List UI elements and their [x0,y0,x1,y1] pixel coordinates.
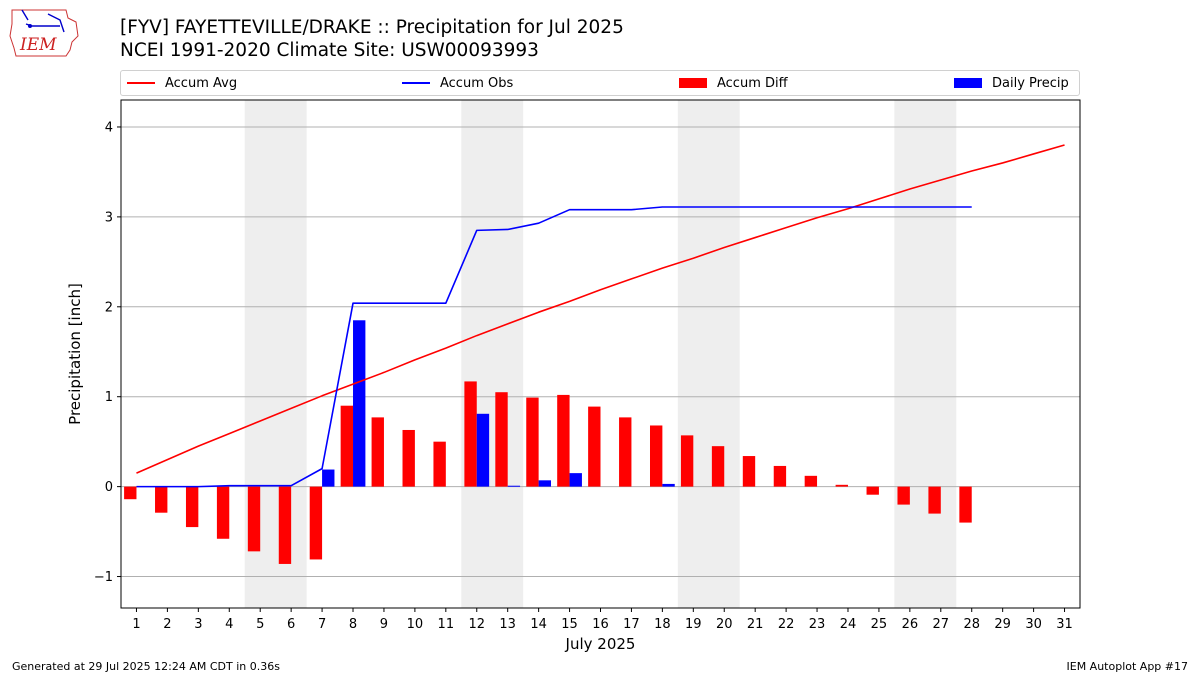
accum-diff-bar [155,486,168,513]
weekend-shade [677,100,740,608]
accum-diff-bar [433,441,446,487]
x-tick-label: 30 [1025,617,1042,632]
daily-precip-bar [322,469,335,487]
legend-label-daily-precip: Daily Precip [992,75,1069,91]
accum-diff-bar [619,417,632,487]
legend-label-accum-diff: Accum Diff [717,75,788,91]
x-tick-label: 14 [530,617,547,632]
footer-generated: Generated at 29 Jul 2025 12:24 AM CDT in… [12,660,280,673]
legend-swatch-accum-obs [402,82,430,84]
legend-swatch-accum-diff [679,78,707,88]
daily-precip-bar [476,413,490,487]
x-tick-label: 19 [685,617,702,632]
x-tick-label: 29 [994,617,1011,632]
y-axis-title: Precipitation [inch] [66,283,84,425]
legend: Accum Avg Accum Obs Accum Diff Daily Pre… [120,70,1080,96]
daily-precip-bar [538,480,552,487]
daily-precip-bar [662,483,675,487]
x-tick-label: 12 [468,617,485,632]
accum-diff-bar [928,486,941,514]
x-tick-label: 1 [132,617,140,632]
accum-diff-bar [866,486,879,495]
x-tick-label: 7 [318,617,326,632]
footer-app: IEM Autoplot App #17 [1066,660,1189,673]
accum-diff-bar [247,486,261,552]
accum-diff-bar [278,486,292,564]
legend-item-accum-diff: Accum Diff [679,71,788,95]
legend-item-accum-obs: Accum Obs [402,71,513,95]
accum-diff-bar [680,435,694,487]
y-tick-label: 2 [105,300,113,315]
x-tick-label: 5 [256,617,264,632]
accum-diff-bar [711,446,725,487]
accum-obs-line [136,206,972,488]
x-tick-label: 26 [902,617,919,632]
accum-diff-bar [649,425,663,487]
weekend-shade [461,100,524,608]
x-tick-label: 11 [438,617,455,632]
accum-diff-bar [588,406,601,487]
y-tick-label: 0 [105,480,113,495]
legend-item-daily-precip: Daily Precip [954,71,1069,95]
y-tick-label: 3 [105,210,113,225]
accum-diff-bar [309,486,323,560]
y-tick-label: 1 [105,390,113,405]
legend-label-accum-obs: Accum Obs [440,75,514,91]
accum-diff-bar [804,475,818,487]
accum-diff-bar [959,486,972,523]
x-tick-label: 13 [499,617,516,632]
accum-diff-bar [742,456,756,487]
x-axis-title: July 2025 [565,635,636,653]
x-tick-label: 24 [840,617,857,632]
x-tick-label: 10 [407,617,424,632]
x-tick-label: 22 [778,617,795,632]
x-tick-label: 21 [747,617,764,632]
accum-diff-bar [526,397,539,487]
x-tick-label: 2 [163,617,171,632]
x-tick-label: 16 [592,617,609,632]
x-tick-label: 9 [380,617,388,632]
accum-diff-bar [124,486,137,500]
x-tick-label: 25 [871,617,888,632]
accum-diff-bar [495,392,508,487]
accum-diff-bar [371,417,384,487]
accum-diff-bar [557,394,570,487]
x-tick-label: 31 [1056,617,1073,632]
accum-diff-bar [185,486,199,528]
y-tick-label: −1 [94,570,113,585]
accum-diff-bar [402,429,415,487]
accum-diff-bar [897,486,910,505]
x-tick-label: 17 [623,617,640,632]
weekend-shade [894,100,957,608]
accum-diff-bar [340,405,354,487]
x-tick-label: 3 [194,617,202,632]
legend-swatch-accum-avg [127,82,155,84]
legend-swatch-daily-precip [954,78,982,88]
x-tick-label: 20 [716,617,733,632]
y-tick-label: 4 [105,120,113,135]
x-tick-label: 8 [349,617,357,632]
iem-logo: IEM [9,9,79,57]
x-tick-label: 23 [809,617,826,632]
x-tick-label: 27 [933,617,950,632]
x-tick-label: 6 [287,617,295,632]
chart-subtitle: NCEI 1991-2020 Climate Site: USW00093993 [120,40,539,61]
legend-item-accum-avg: Accum Avg [127,71,237,95]
accum-avg-line [136,144,1065,474]
chart-title: [FYV] FAYETTEVILLE/DRAKE :: Precipitatio… [120,17,624,38]
daily-precip-bar [569,473,582,487]
x-tick-label: 15 [561,617,578,632]
daily-precip-bar [353,320,366,487]
x-tick-label: 4 [225,617,233,632]
accum-diff-bar [464,381,477,487]
accum-diff-bar [216,486,230,539]
x-tick-label: 28 [963,617,980,632]
x-tick-label: 18 [654,617,671,632]
accum-diff-bar [835,484,848,487]
legend-label-accum-avg: Accum Avg [165,75,238,91]
accum-diff-bar [773,465,787,487]
daily-precip-bar [507,485,521,487]
iem-logo-text: IEM [19,35,57,55]
